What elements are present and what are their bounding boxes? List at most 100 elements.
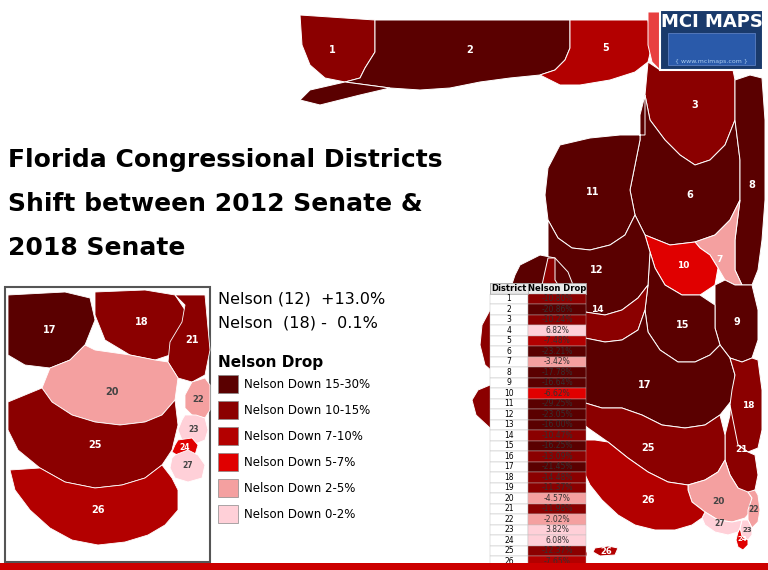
Text: -17.78%: -17.78% [541, 368, 573, 377]
Text: Nelson  (18) -  0.1%: Nelson (18) - 0.1% [218, 315, 378, 330]
Text: 24: 24 [504, 536, 514, 545]
Text: 17: 17 [43, 325, 57, 335]
Polygon shape [730, 358, 762, 452]
Text: 8: 8 [749, 180, 756, 190]
Text: -7.65%: -7.65% [544, 557, 571, 566]
Bar [218, 505, 238, 523]
Text: 5: 5 [603, 43, 609, 53]
Bar [0, 563, 768, 570]
Polygon shape [178, 415, 208, 444]
Polygon shape [95, 290, 185, 360]
Polygon shape [740, 520, 752, 540]
Bar [490, 325, 528, 336]
Text: -29.25%: -29.25% [541, 399, 573, 408]
Bar [528, 294, 586, 304]
Bar [528, 567, 586, 570]
Polygon shape [185, 378, 210, 418]
Bar [528, 472, 586, 482]
Text: 3.82%: 3.82% [545, 525, 569, 534]
Text: 13: 13 [536, 287, 548, 296]
Text: -16.64%: -16.64% [541, 378, 573, 387]
Bar [5, 287, 210, 562]
Text: 18: 18 [505, 473, 514, 482]
Bar [490, 430, 528, 441]
Text: 23: 23 [504, 525, 514, 534]
Text: 22: 22 [749, 506, 760, 515]
Polygon shape [168, 295, 210, 382]
Polygon shape [648, 12, 685, 70]
Text: -16.25%: -16.25% [541, 441, 573, 450]
Text: 19: 19 [512, 400, 526, 410]
Text: 13: 13 [504, 420, 514, 429]
Circle shape [578, 550, 586, 558]
Bar [528, 545, 586, 556]
Text: -21.45%: -21.45% [541, 462, 573, 471]
Bar [490, 441, 528, 451]
Bar [660, 10, 763, 70]
Bar [528, 367, 586, 377]
Text: -7.48%: -7.48% [544, 336, 571, 345]
Text: Nelson Down 5-7%: Nelson Down 5-7% [244, 455, 356, 469]
Bar [490, 451, 528, 462]
Polygon shape [172, 438, 198, 458]
Polygon shape [645, 252, 720, 362]
Bar [668, 33, 755, 65]
Bar [490, 367, 528, 377]
Bar [528, 420, 586, 430]
Bar [528, 493, 586, 503]
Text: { www.mcimaps.com }: { www.mcimaps.com } [675, 59, 748, 63]
Bar [490, 503, 528, 514]
Polygon shape [480, 290, 568, 385]
Bar [528, 346, 586, 356]
Bar [490, 294, 528, 304]
Polygon shape [170, 450, 205, 482]
Bar [490, 336, 528, 346]
Bar [490, 545, 528, 556]
Polygon shape [645, 235, 718, 295]
Text: 6.82%: 6.82% [545, 325, 569, 335]
Text: 7: 7 [507, 357, 511, 367]
Text: 18: 18 [742, 401, 754, 409]
Text: 20: 20 [712, 498, 724, 507]
Text: Nelson Down 15-30%: Nelson Down 15-30% [244, 377, 370, 390]
Polygon shape [300, 15, 375, 82]
Text: 25: 25 [88, 440, 101, 450]
Text: 12: 12 [591, 265, 604, 275]
Text: -11.98%: -11.98% [541, 504, 573, 513]
Polygon shape [688, 460, 752, 522]
Text: 15: 15 [677, 320, 690, 330]
Bar [490, 283, 528, 294]
Bar [218, 479, 238, 497]
Bar [528, 356, 586, 367]
Text: 1: 1 [507, 294, 511, 303]
Bar [490, 556, 528, 567]
Text: 17: 17 [638, 380, 652, 390]
Bar [490, 304, 528, 315]
Text: 22: 22 [192, 396, 204, 405]
Text: 25: 25 [641, 443, 655, 453]
Polygon shape [578, 440, 705, 530]
Text: 9: 9 [507, 378, 511, 387]
Text: 26: 26 [91, 505, 104, 515]
Text: 26: 26 [504, 557, 514, 566]
Text: -2.02%: -2.02% [544, 515, 571, 524]
Text: 10: 10 [677, 260, 689, 270]
Polygon shape [736, 528, 748, 550]
Text: 27: 27 [715, 519, 725, 528]
Text: Nelson Drop: Nelson Drop [528, 284, 586, 293]
Bar [490, 388, 528, 398]
Polygon shape [542, 258, 648, 342]
Text: 15: 15 [504, 441, 514, 450]
Bar [490, 482, 528, 493]
Text: 8: 8 [507, 368, 511, 377]
Text: 6: 6 [687, 190, 694, 200]
Text: -4.57%: -4.57% [544, 494, 571, 503]
Bar [490, 420, 528, 430]
Bar [218, 427, 238, 445]
Text: 26: 26 [600, 547, 612, 556]
Text: District: District [492, 284, 527, 293]
Bar [528, 524, 586, 535]
Polygon shape [748, 490, 760, 528]
Text: 3: 3 [692, 100, 698, 110]
Bar [528, 535, 586, 545]
